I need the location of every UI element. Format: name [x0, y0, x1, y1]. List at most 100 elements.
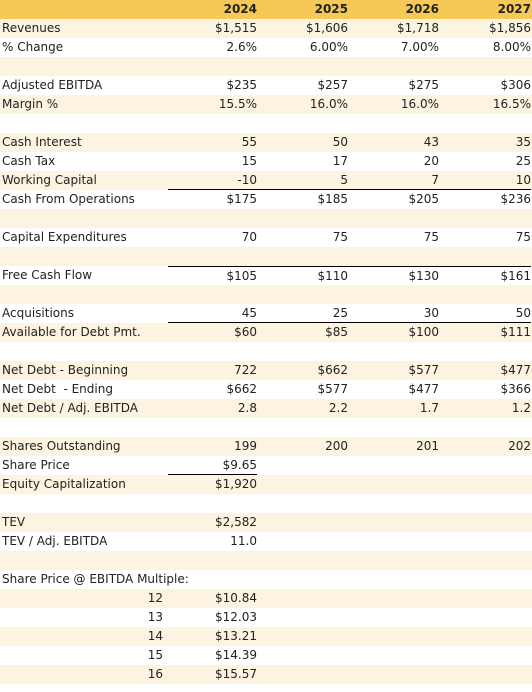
cell-2027[interactable]: 75 — [515, 230, 531, 244]
row-label[interactable]: Share Price @ EBITDA Multiple: — [2, 572, 189, 586]
cell-2025[interactable]: $85 — [325, 325, 348, 339]
row-label[interactable]: Cash Interest — [2, 135, 82, 149]
cell-2026[interactable]: 30 — [348, 304, 439, 323]
cell-2027[interactable]: 8.00% — [492, 40, 531, 54]
cell-2024[interactable]: 15.5% — [218, 97, 257, 111]
cell-2026[interactable]: $130 — [348, 266, 439, 285]
cell-2025[interactable]: $1,606 — [306, 21, 348, 35]
row-label[interactable]: Net Debt - Beginning — [2, 363, 129, 377]
cell-2024[interactable]: $105 — [168, 266, 257, 285]
cell-2025[interactable]: 16.0% — [309, 97, 348, 111]
row-label[interactable]: % Change — [2, 40, 64, 54]
row-label[interactable]: Net Debt / Adj. EBITDA — [2, 401, 138, 415]
header-year-2025[interactable]: 2025 — [314, 2, 348, 16]
header-year-2024[interactable]: 2024 — [223, 2, 257, 16]
cell-2025[interactable]: $110 — [257, 266, 348, 285]
cell-2027[interactable]: $161 — [439, 266, 531, 285]
cell-2024[interactable]: 11.0 — [230, 534, 257, 548]
row-label[interactable]: Working Capital — [2, 173, 97, 187]
row-label[interactable]: Acquisitions — [2, 306, 74, 320]
cell-2026[interactable]: $1,718 — [397, 21, 439, 35]
cell-2026[interactable]: 1.7 — [419, 401, 439, 415]
cell-2025[interactable]: 25 — [257, 304, 348, 323]
cell-2025[interactable]: 6.00% — [309, 40, 348, 54]
multiple-value[interactable]: 14 — [147, 629, 163, 643]
cell-2027[interactable]: 35 — [515, 135, 531, 149]
cell-2027[interactable]: 10 — [439, 171, 531, 190]
cell-2024[interactable]: 55 — [241, 135, 257, 149]
multiple-value[interactable]: 15 — [147, 648, 163, 662]
cell-2025[interactable]: 17 — [332, 154, 348, 168]
cell-2026[interactable]: 7.00% — [400, 40, 439, 54]
cell-2026[interactable]: 201 — [416, 439, 439, 453]
cell-2025[interactable]: 50 — [332, 135, 348, 149]
cell-2027[interactable]: 202 — [508, 439, 531, 453]
cell-2026[interactable]: $275 — [408, 78, 439, 92]
cell-2027[interactable]: 1.2 — [511, 401, 531, 415]
multiple-value[interactable]: 12 — [147, 591, 163, 605]
cell-2026[interactable]: $205 — [408, 192, 439, 206]
row-label[interactable]: Shares Outstanding — [2, 439, 121, 453]
cell-2027[interactable]: $366 — [500, 382, 531, 396]
row-label[interactable]: Equity Capitalization — [2, 477, 126, 491]
cell-2024[interactable]: $1,515 — [215, 21, 257, 35]
cell-2024[interactable]: -10 — [168, 171, 257, 190]
multiple-value[interactable]: 13 — [147, 610, 163, 624]
cell-2024[interactable]: $2,582 — [215, 515, 257, 529]
cell-2024[interactable]: 199 — [234, 439, 257, 453]
cell-2024[interactable]: $13.21 — [215, 629, 257, 643]
multiple-value[interactable]: 16 — [147, 667, 163, 681]
cell-2027[interactable]: $1,856 — [489, 21, 531, 35]
row-label[interactable]: Revenues — [2, 21, 61, 35]
cell-2024[interactable]: 15 — [241, 154, 257, 168]
cell-2025[interactable]: $577 — [317, 382, 348, 396]
header-year-2026[interactable]: 2026 — [405, 2, 439, 16]
cell-2026[interactable]: 16.0% — [400, 97, 439, 111]
row-label[interactable]: Margin % — [2, 97, 59, 111]
cell-2024[interactable]: 2.8 — [237, 401, 257, 415]
cell-2025[interactable]: 2.2 — [328, 401, 348, 415]
cell-2026[interactable]: 43 — [423, 135, 439, 149]
cell-2024[interactable]: $9.65 — [168, 456, 257, 475]
cell-2025[interactable]: 75 — [332, 230, 348, 244]
row-label[interactable]: TEV — [2, 515, 26, 529]
cell-2025[interactable]: $185 — [317, 192, 348, 206]
cell-2026[interactable]: $477 — [408, 382, 439, 396]
cell-2027[interactable]: $111 — [500, 325, 531, 339]
cell-2027[interactable]: 25 — [515, 154, 531, 168]
cell-2024[interactable]: $15.57 — [215, 667, 257, 681]
cell-2027[interactable]: $477 — [500, 363, 531, 377]
cell-2024[interactable]: $175 — [226, 192, 257, 206]
cell-2027[interactable]: $306 — [500, 78, 531, 92]
cell-2027[interactable]: 16.5% — [492, 97, 531, 111]
cell-2025[interactable]: $257 — [317, 78, 348, 92]
cell-2025[interactable]: $662 — [317, 363, 348, 377]
cell-2026[interactable]: $100 — [408, 325, 439, 339]
cell-2024[interactable]: 2.6% — [226, 40, 258, 54]
cell-2027[interactable]: 50 — [439, 304, 531, 323]
cell-2024[interactable]: $14.39 — [215, 648, 257, 662]
row-label[interactable]: Adjusted EBITDA — [2, 78, 103, 92]
row-label[interactable]: Free Cash Flow — [2, 268, 93, 282]
row-label[interactable]: Share Price — [2, 458, 70, 472]
row-label[interactable]: Available for Debt Pmt. — [2, 325, 141, 339]
cell-2027[interactable]: $236 — [500, 192, 531, 206]
cell-2026[interactable]: 20 — [423, 154, 439, 168]
row-label[interactable]: Cash Tax — [2, 154, 56, 168]
row-label[interactable]: Capital Expenditures — [2, 230, 127, 244]
cell-2024[interactable]: $235 — [226, 78, 257, 92]
header-year-2027[interactable]: 2027 — [497, 2, 531, 16]
cell-2026[interactable]: 7 — [348, 171, 439, 190]
row-label[interactable]: Net Debt - Ending — [2, 382, 113, 396]
cell-2024[interactable]: 722 — [234, 363, 257, 377]
cell-2026[interactable]: $577 — [408, 363, 439, 377]
cell-2025[interactable]: 200 — [325, 439, 348, 453]
cell-2024[interactable]: $1,920 — [215, 477, 257, 491]
cell-2025[interactable]: 5 — [257, 171, 348, 190]
cell-2024[interactable]: 45 — [168, 304, 257, 323]
cell-2026[interactable]: 75 — [423, 230, 439, 244]
cell-2024[interactable]: $10.84 — [215, 591, 257, 605]
row-label[interactable]: TEV / Adj. EBITDA — [2, 534, 108, 548]
cell-2024[interactable]: $662 — [226, 382, 257, 396]
cell-2024[interactable]: 70 — [241, 230, 257, 244]
